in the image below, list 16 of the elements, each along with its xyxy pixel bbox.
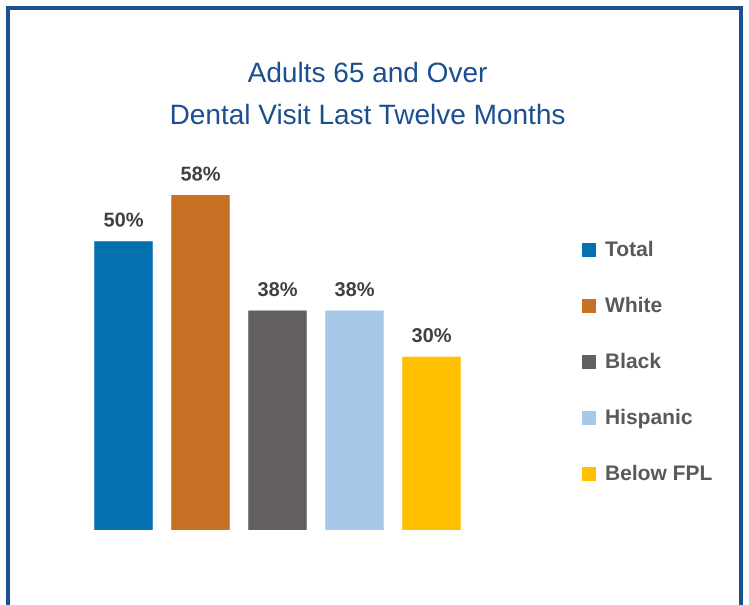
data-label: 58% [180, 164, 221, 186]
bar [94, 241, 153, 530]
data-label: 38% [257, 279, 298, 302]
bar [171, 195, 230, 530]
legend-label: Below FPL [605, 462, 712, 486]
bar [325, 310, 384, 530]
legend-label: Total [605, 238, 654, 262]
bar [248, 310, 307, 530]
data-label: 50% [103, 210, 144, 232]
legend-label: Hispanic [605, 406, 693, 430]
legend-label: Black [605, 350, 662, 374]
data-label: 38% [334, 279, 375, 302]
data-label: 30% [411, 325, 452, 348]
bar [402, 356, 461, 530]
legend-label: White [605, 294, 662, 318]
chart-title: Adults 65 and Over Dental Visit Last Twelve Months [168, 56, 566, 132]
